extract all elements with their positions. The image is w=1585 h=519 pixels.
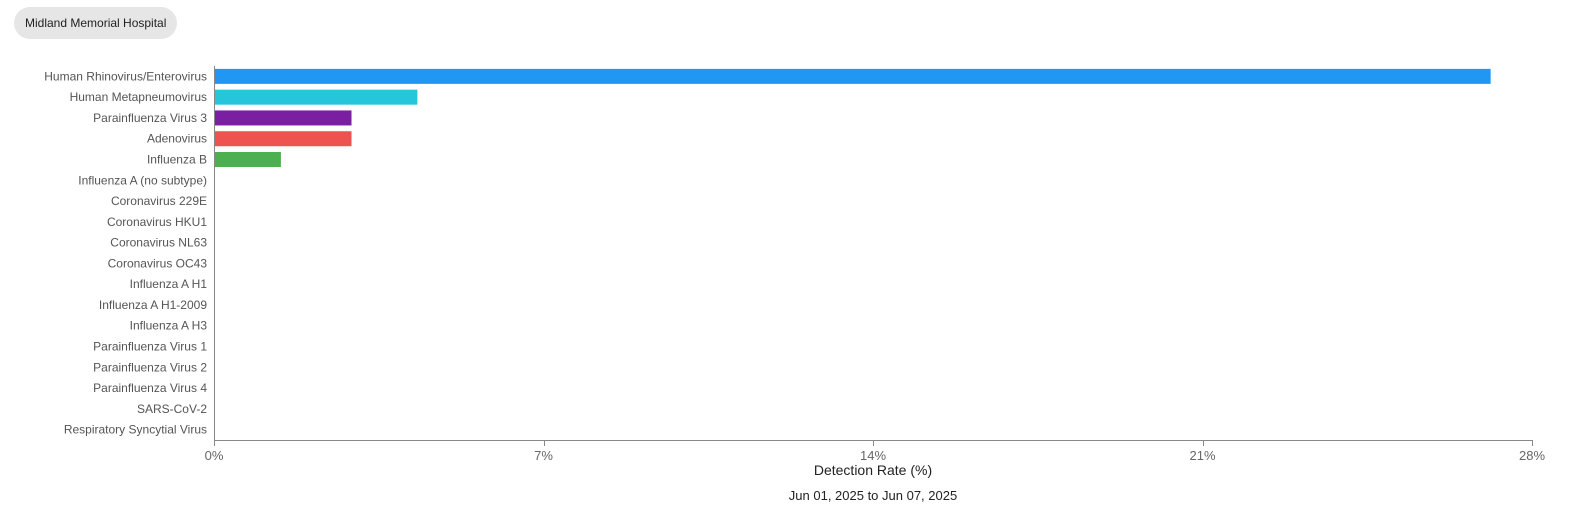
x-tick-label: 14% (860, 448, 886, 463)
bar[interactable] (215, 131, 352, 147)
category-label: Coronavirus OC43 (108, 256, 208, 270)
bar[interactable] (215, 89, 418, 105)
site-selector-button[interactable]: Midland Memorial Hospital (14, 7, 178, 39)
bar[interactable] (215, 110, 352, 126)
category-label: Influenza A H3 (130, 319, 208, 333)
x-tick-label: 0% (205, 448, 224, 463)
category-label: Parainfluenza Virus 4 (93, 381, 207, 395)
category-label: Adenovirus (147, 132, 207, 146)
category-label: Human Metapneumovirus (70, 90, 207, 104)
bar[interactable] (215, 152, 281, 167)
category-label: SARS-CoV-2 (137, 402, 207, 416)
date-range-label: Jun 01, 2025 to Jun 07, 2025 (789, 488, 957, 503)
category-label: Respiratory Syncytial Virus (64, 423, 207, 437)
x-axis-ticks: 0% 7% 14% 21% 28% (205, 440, 1545, 463)
category-label: Coronavirus HKU1 (107, 215, 207, 229)
bar[interactable] (215, 68, 1491, 84)
x-tick-label: 21% (1189, 448, 1215, 463)
x-tick-label: 7% (534, 448, 553, 463)
category-label: Influenza A (no subtype) (78, 173, 207, 187)
x-axis-title: Detection Rate (%) (814, 462, 932, 478)
category-label: Parainfluenza Virus 1 (93, 340, 207, 354)
category-label: Influenza A H1-2009 (99, 298, 207, 312)
category-label: Influenza B (147, 153, 207, 167)
category-label: Coronavirus 229E (111, 194, 207, 208)
category-label: Influenza A H1 (130, 277, 208, 291)
x-tick-label: 28% (1519, 448, 1545, 463)
category-labels: Human Rhinovirus/Enterovirus Human Metapn… (44, 69, 207, 436)
category-label: Human Rhinovirus/Enterovirus (44, 69, 207, 83)
category-label: Parainfluenza Virus 3 (93, 111, 207, 125)
category-label: Coronavirus NL63 (110, 236, 207, 250)
bars-layer (215, 68, 1491, 167)
category-label: Parainfluenza Virus 2 (93, 360, 207, 374)
